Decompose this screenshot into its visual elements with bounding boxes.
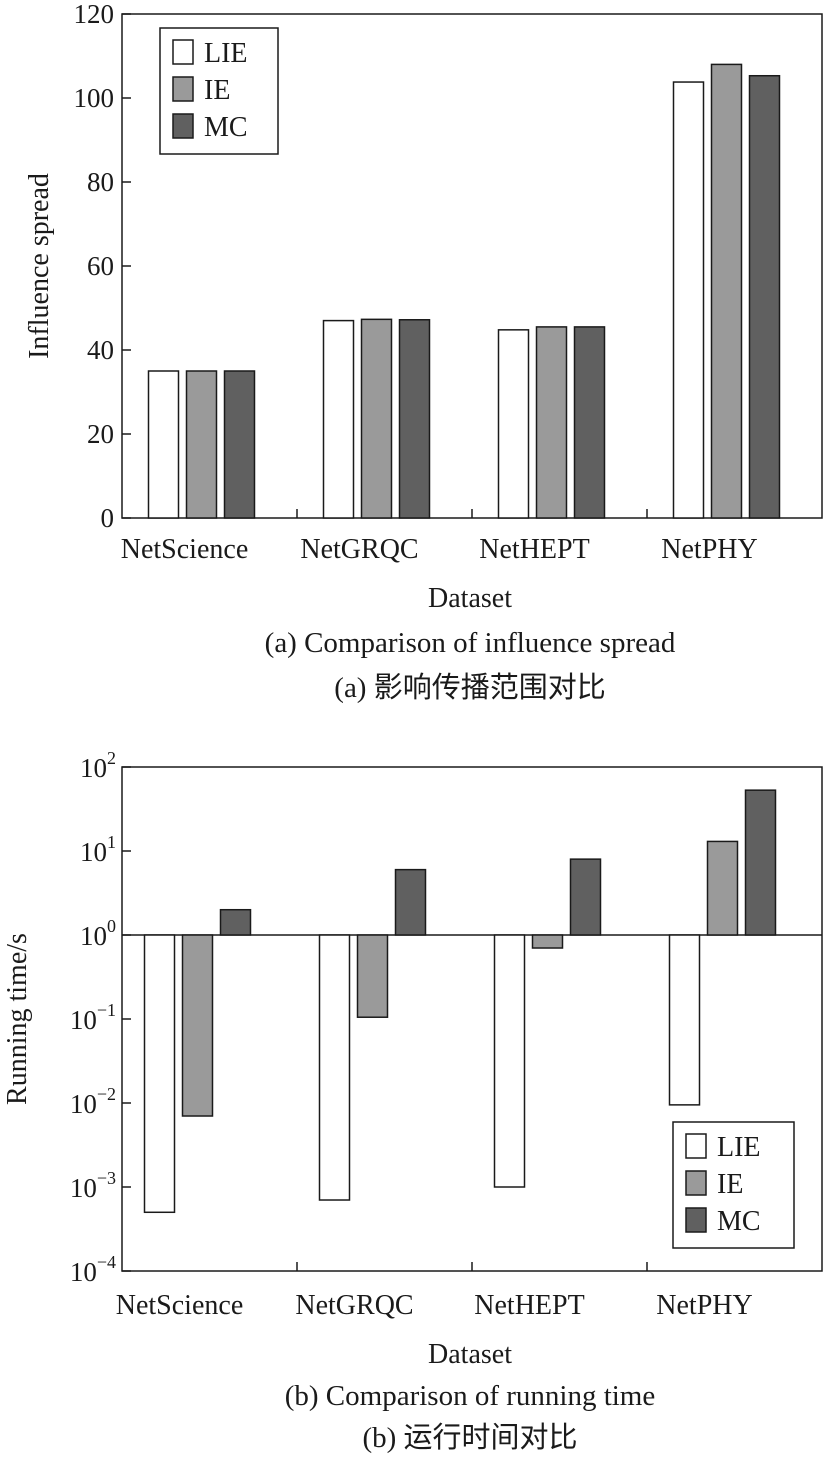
y-tick-label: 120 (74, 0, 115, 29)
category-label: NetGRQC (295, 1290, 413, 1321)
legend-swatch-mc (685, 1207, 707, 1233)
y-tick-exponent: 1 (107, 832, 116, 852)
chart-influence-spread: 0 20 40 60 80 100 120 NetScience NetGRQC NetHEPT N… (24, 0, 823, 704)
category-label: NetHEPT (474, 1290, 584, 1321)
y-tick-label: 100 (74, 83, 115, 113)
caption-en: (a) Comparison of influence spread (265, 627, 676, 659)
y-tick-base: 10 (70, 1005, 97, 1035)
bar-mc (394, 868, 427, 936)
legend-swatch-mc (172, 113, 194, 139)
x-axis-title: Dataset (428, 583, 512, 614)
category-label: NetGRQC (300, 534, 418, 565)
category-label: NetScience (121, 534, 249, 565)
bar-lie (322, 319, 355, 519)
bar-mc (398, 319, 431, 519)
legend-swatch-lie (685, 1133, 707, 1159)
category-label: NetHEPT (479, 534, 589, 565)
y-tick-base: 10 (70, 1089, 97, 1119)
bar-lie (143, 934, 176, 1214)
bar-lie (672, 81, 705, 519)
caption-zh: (b) 运行时间对比 (362, 1421, 577, 1454)
y-tick-base: 10 (70, 1257, 97, 1287)
legend-label: IE (717, 1169, 743, 1200)
y-tick-label: 100 (80, 916, 116, 951)
bar-lie (147, 370, 180, 519)
legend-swatch-lie (172, 39, 194, 65)
y-tick-base: 10 (80, 753, 107, 783)
y-tick-label: 101 (80, 832, 116, 867)
legend-label: LIE (717, 1132, 761, 1163)
y-tick-label: 20 (87, 419, 114, 449)
x-axis-title: Dataset (428, 1339, 512, 1370)
y-tick-label: 10−4 (70, 1252, 116, 1287)
legend-swatch-ie (685, 1170, 707, 1196)
bar-lie (318, 934, 351, 1201)
y-tick-label: 10−2 (70, 1084, 116, 1119)
bar-ie (531, 934, 564, 949)
bar-ie (710, 63, 743, 519)
y-axis-title: Running time/s (2, 933, 33, 1105)
y-tick-label: 10−3 (70, 1168, 116, 1203)
y-tick-label: 80 (87, 167, 114, 197)
y-tick-exponent: −3 (97, 1168, 116, 1188)
bar-ie (706, 840, 739, 936)
legend-label: MC (204, 112, 248, 143)
y-tick-base: 10 (80, 837, 107, 867)
y-tick-label: 102 (80, 748, 116, 783)
category-label: NetPHY (661, 534, 757, 565)
legend-label: LIE (204, 38, 248, 69)
y-tick-base: 10 (80, 921, 107, 951)
y-axis-title: Influence spread (24, 173, 55, 359)
legend-swatch-ie (172, 76, 194, 102)
bar-lie (497, 329, 530, 519)
bar-ie (181, 934, 214, 1117)
y-tick-exponent: 0 (107, 916, 116, 936)
bar-mc (748, 74, 781, 519)
y-tick-base: 10 (70, 1173, 97, 1203)
y-tick-exponent: −4 (97, 1252, 116, 1272)
bar-ie (360, 318, 393, 519)
y-tick-label: 0 (101, 503, 115, 533)
bar-mc (573, 326, 606, 519)
category-label: NetScience (116, 1290, 244, 1321)
bar-mc (223, 370, 256, 519)
y-tick-label: 60 (87, 251, 114, 281)
y-tick-exponent: −1 (97, 1000, 116, 1020)
y-tick-exponent: −2 (97, 1084, 116, 1104)
legend-label: IE (204, 75, 230, 106)
caption-zh: (a) 影响传播范围对比 (334, 671, 605, 704)
bar-ie (185, 370, 218, 519)
bar-ie (535, 326, 568, 519)
legend-label: MC (717, 1206, 761, 1237)
y-tick-label: 10−1 (70, 1000, 116, 1035)
bar-mc (569, 858, 602, 936)
bar-lie (668, 934, 701, 1106)
y-tick-label: 40 (87, 335, 114, 365)
y-tick-exponent: 2 (107, 748, 116, 768)
caption-en: (b) Comparison of running time (285, 1380, 656, 1412)
bar-mc (744, 789, 777, 936)
bar-ie (356, 934, 389, 1018)
bar-mc (219, 908, 252, 936)
category-label: NetPHY (656, 1290, 752, 1321)
bar-lie (493, 934, 526, 1188)
